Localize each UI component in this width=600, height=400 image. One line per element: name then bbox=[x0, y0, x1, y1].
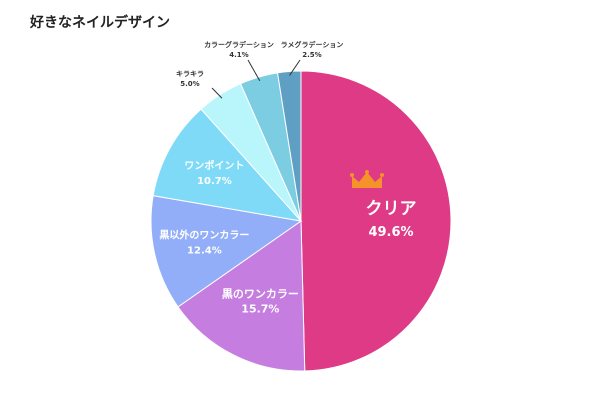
slice-label: キラキラ bbox=[176, 70, 204, 78]
pie-slice bbox=[276, 70, 302, 222]
pie-slices bbox=[150, 70, 452, 372]
pie-slice bbox=[152, 108, 303, 222]
leader-line bbox=[289, 59, 301, 76]
slice-value: 2.5% bbox=[302, 51, 321, 59]
slice-label: ワンポイント bbox=[184, 159, 244, 172]
slice-value: 4.1% bbox=[229, 51, 248, 59]
pie-slice bbox=[177, 220, 306, 372]
leader-line bbox=[211, 87, 223, 99]
slice-value: 49.6% bbox=[368, 225, 413, 240]
slice-label: カラーグラデーション bbox=[204, 40, 274, 49]
leader-lines bbox=[211, 59, 301, 99]
slice-label: 黒以外のワンカラー bbox=[159, 229, 249, 242]
slice-value: 10.7% bbox=[197, 176, 232, 187]
pie-slice bbox=[150, 195, 303, 308]
slice-labels: クリア 49.6% 黒のワンカラー 15.7% 黒以外のワンカラー 12.4% ワンポイント… bbox=[159, 40, 416, 315]
slice-label: 黒のワンカラー bbox=[222, 287, 299, 300]
slice-label: ラメグラデーション bbox=[281, 40, 344, 49]
chart-title: 好きなネイルデザイン bbox=[29, 14, 170, 31]
slice-value: 5.0% bbox=[180, 80, 199, 88]
slice-value: 15.7% bbox=[241, 302, 279, 315]
leader-line bbox=[247, 59, 261, 82]
slice-value: 12.4% bbox=[187, 246, 222, 257]
slice-label: クリア bbox=[365, 199, 416, 219]
pie-slice bbox=[300, 70, 452, 372]
crown-icon bbox=[350, 170, 384, 188]
